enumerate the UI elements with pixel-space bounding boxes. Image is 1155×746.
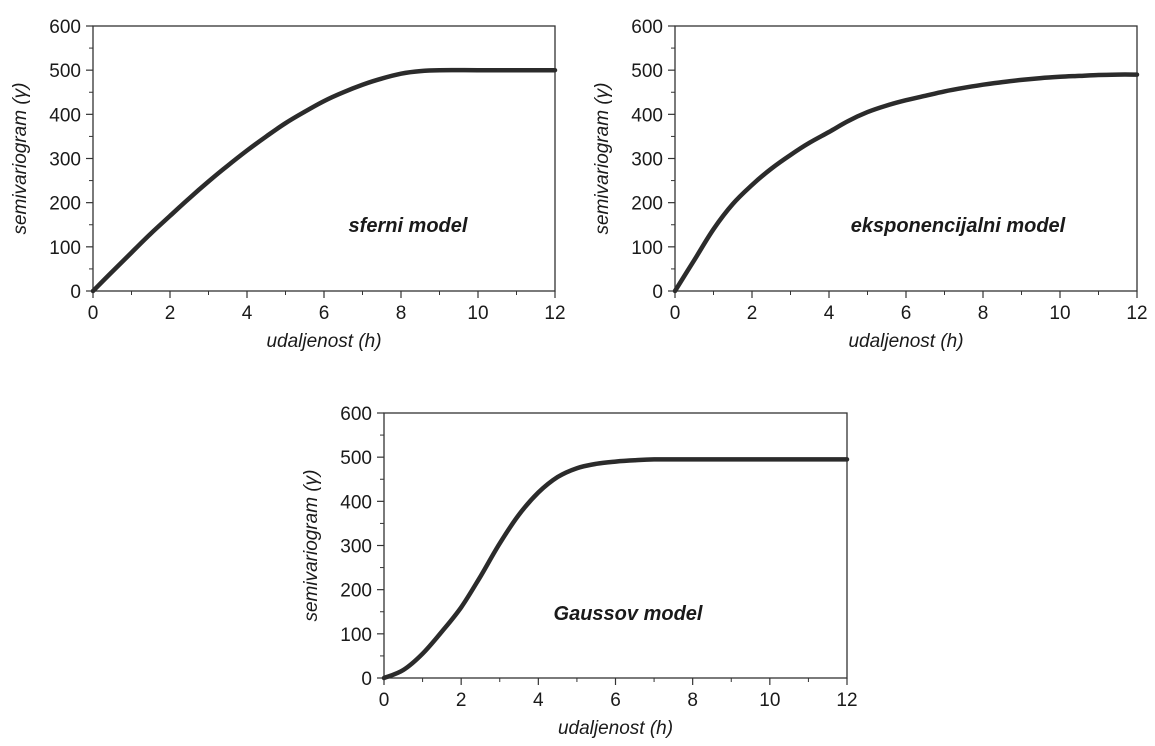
y-tick-label: 0 bbox=[361, 669, 372, 690]
plot-frame bbox=[92, 25, 556, 292]
x-tick-label: 6 bbox=[319, 303, 330, 324]
x-tick-label: 10 bbox=[759, 690, 780, 711]
y-tick-label: 500 bbox=[340, 448, 372, 469]
x-tick-label: 6 bbox=[610, 690, 621, 711]
y-tick-label: 400 bbox=[49, 105, 81, 126]
y-tick-label: 0 bbox=[652, 282, 663, 303]
y-tick-label: 100 bbox=[340, 625, 372, 646]
x-tick-label: 10 bbox=[467, 303, 488, 324]
x-axis-label: udaljenost (h) bbox=[266, 331, 381, 352]
plot-frame bbox=[383, 412, 848, 679]
x-tick-label: 0 bbox=[670, 303, 681, 324]
x-axis-label: udaljenost (h) bbox=[848, 331, 963, 352]
y-tick-label: 400 bbox=[631, 105, 663, 126]
y-tick-label: 500 bbox=[631, 61, 663, 82]
model-annotation: Gaussov model bbox=[554, 603, 703, 625]
y-tick-label: 0 bbox=[70, 282, 81, 303]
y-tick-label: 100 bbox=[631, 238, 663, 259]
x-tick-label: 0 bbox=[379, 690, 390, 711]
y-tick-label: 300 bbox=[631, 150, 663, 171]
y-tick-label: 600 bbox=[340, 404, 372, 425]
chart-spherical: 0 100 200 300 400 500 600 0 2 4 6 8 10 12 udaljenost (… bbox=[10, 17, 566, 352]
y-tick-label: 100 bbox=[49, 238, 81, 259]
x-tick-label: 0 bbox=[88, 303, 99, 324]
x-axis-label: udaljenost (h) bbox=[558, 718, 673, 739]
x-tick-label: 4 bbox=[533, 690, 544, 711]
x-tick-label: 8 bbox=[687, 690, 698, 711]
y-tick-label: 600 bbox=[631, 17, 663, 38]
y-tick-label: 200 bbox=[340, 581, 372, 602]
model-annotation: eksponencijalni model bbox=[851, 215, 1066, 237]
chart-gaussian: 0 100 200 300 400 500 600 0 2 4 6 8 10 12 udaljenost (… bbox=[301, 404, 858, 739]
x-tick-label: 8 bbox=[978, 303, 989, 324]
y-tick-label: 600 bbox=[49, 17, 81, 38]
series-line bbox=[381, 457, 850, 681]
y-tick-label: 200 bbox=[49, 194, 81, 215]
y-axis-label: semivariogram (γ) bbox=[592, 82, 613, 234]
x-tick-label: 4 bbox=[824, 303, 835, 324]
y-axis-label: semivariogram (γ) bbox=[301, 469, 322, 621]
y-tick-label: 300 bbox=[49, 150, 81, 171]
x-tick-label: 2 bbox=[456, 690, 467, 711]
x-tick-label: 12 bbox=[1126, 303, 1147, 324]
x-tick-label: 2 bbox=[747, 303, 758, 324]
x-tick-label: 12 bbox=[836, 690, 857, 711]
x-tick-label: 6 bbox=[901, 303, 912, 324]
x-tick-label: 8 bbox=[396, 303, 407, 324]
y-tick-label: 400 bbox=[340, 492, 372, 513]
y-axis-label: semivariogram (γ) bbox=[10, 82, 31, 234]
model-annotation: sferni model bbox=[349, 215, 468, 237]
series-line bbox=[672, 72, 1140, 294]
x-tick-label: 4 bbox=[242, 303, 253, 324]
x-tick-label: 2 bbox=[165, 303, 176, 324]
y-tick-label: 500 bbox=[49, 61, 81, 82]
y-tick-label: 300 bbox=[340, 537, 372, 558]
plot-frame bbox=[674, 25, 1138, 292]
series-line bbox=[90, 67, 558, 294]
x-tick-label: 10 bbox=[1049, 303, 1070, 324]
chart-exponential: 0 100 200 300 400 500 600 0 2 4 6 8 10 12 udaljenost (… bbox=[592, 17, 1148, 352]
y-tick-label: 200 bbox=[631, 194, 663, 215]
x-tick-label: 12 bbox=[544, 303, 565, 324]
